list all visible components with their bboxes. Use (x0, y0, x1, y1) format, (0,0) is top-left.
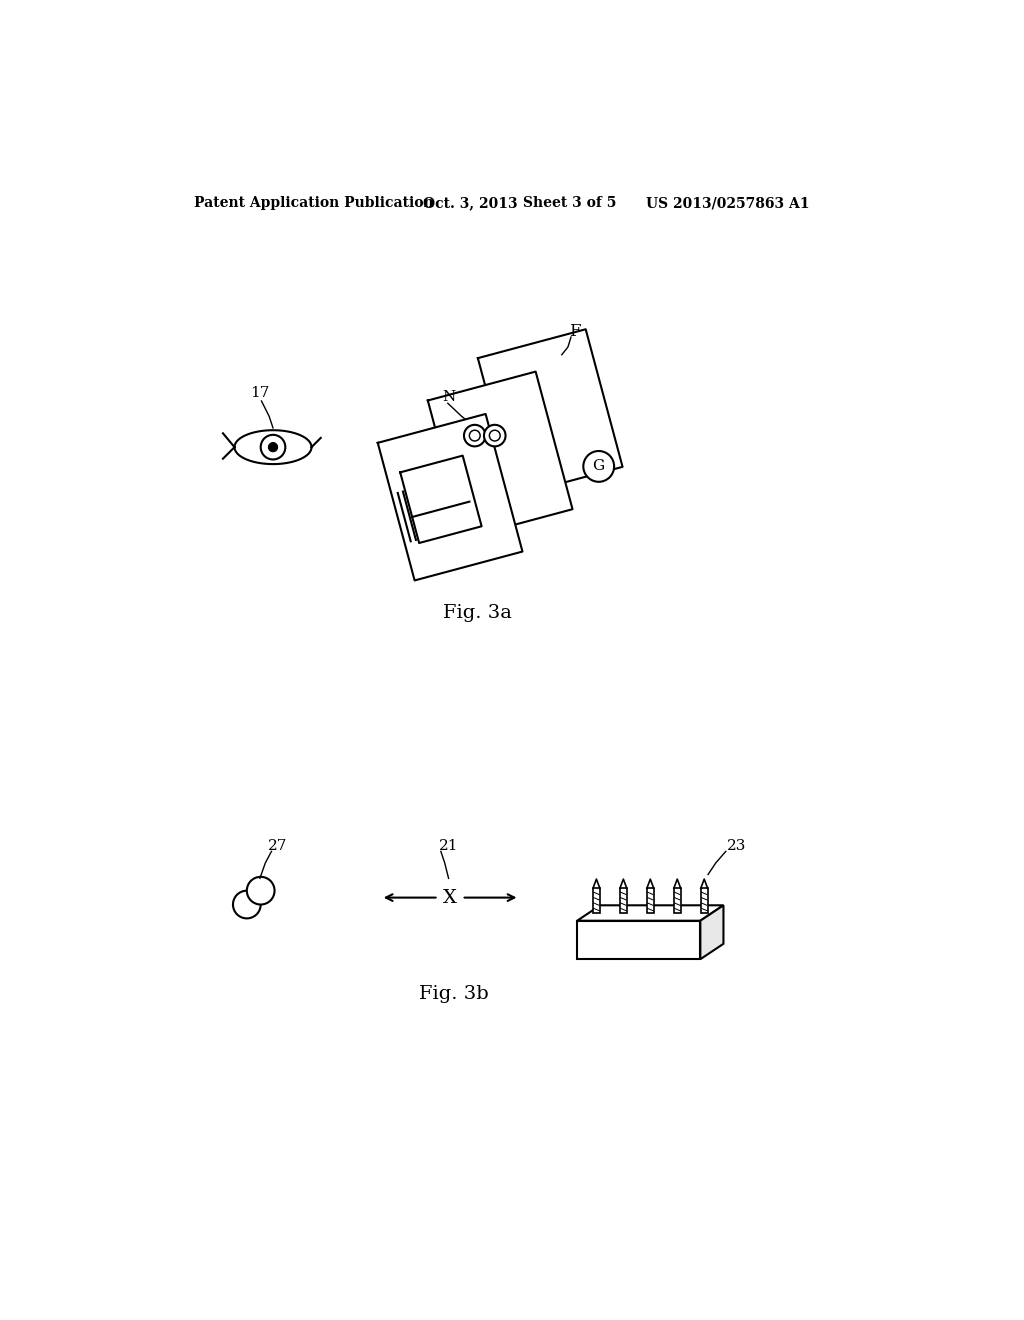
Circle shape (584, 451, 614, 482)
Text: 23: 23 (727, 840, 746, 853)
Polygon shape (593, 888, 600, 913)
Text: Fig. 3a: Fig. 3a (442, 603, 512, 622)
Polygon shape (647, 888, 653, 913)
Circle shape (484, 425, 506, 446)
Text: 27: 27 (267, 840, 287, 853)
Polygon shape (428, 372, 572, 539)
Circle shape (247, 876, 274, 904)
Text: F: F (569, 323, 581, 341)
Polygon shape (478, 329, 623, 496)
Text: Fig. 3b: Fig. 3b (419, 985, 488, 1003)
Text: Sheet 3 of 5: Sheet 3 of 5 (523, 197, 616, 210)
Text: 17: 17 (250, 387, 269, 400)
Text: Oct. 3, 2013: Oct. 3, 2013 (423, 197, 518, 210)
Text: G: G (593, 459, 605, 474)
Polygon shape (578, 906, 724, 921)
Text: N: N (442, 391, 456, 404)
Text: 21: 21 (438, 840, 458, 853)
Circle shape (268, 442, 278, 451)
Polygon shape (378, 414, 522, 581)
Text: X: X (443, 888, 457, 907)
Polygon shape (674, 888, 681, 913)
Polygon shape (700, 906, 724, 960)
Text: US 2013/0257863 A1: US 2013/0257863 A1 (646, 197, 810, 210)
Circle shape (233, 891, 261, 919)
Polygon shape (578, 921, 700, 960)
Polygon shape (620, 888, 627, 913)
Circle shape (464, 425, 485, 446)
Text: Patent Application Publication: Patent Application Publication (194, 197, 433, 210)
Polygon shape (700, 888, 708, 913)
